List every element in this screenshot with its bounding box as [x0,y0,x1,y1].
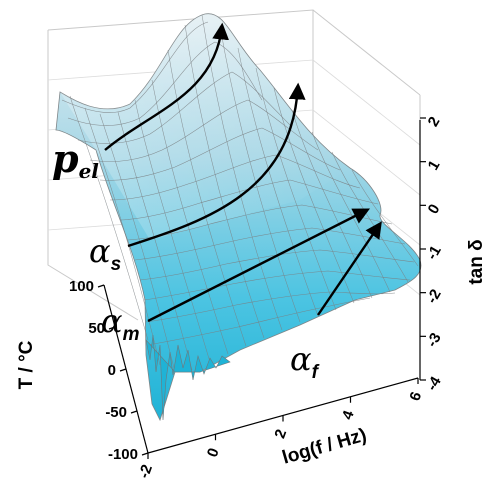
f-tick-label: -2 [136,462,157,478]
t-tick-label: 0 [108,362,116,379]
z-tick-label: 2 [425,114,444,130]
label-alpha-m: αm [101,302,140,345]
top-back-edge [312,9,421,96]
f-tick-label: 4 [339,408,358,422]
z-tick-label: -3 [423,330,444,350]
label-p-el-base: p [52,136,79,181]
surface-spikes [145,334,231,421]
label-alpha-f-sub: f [312,362,320,383]
z-tick-label: -4 [423,373,445,394]
t-axis-title: T / °C [16,340,37,389]
z-axis-title: tan δ [466,239,487,284]
label-p-el-sub: el [79,159,100,183]
surface-sheen [60,13,350,240]
f-axis-title: log(f / Hz) [280,425,369,469]
label-alpha-s-sub: s [111,254,122,275]
z-tick-label: 1 [425,158,444,174]
arrow-alpha-f [317,221,382,316]
t-tick-label: 100 [69,278,94,295]
t-tick-label: -100 [108,446,138,463]
t-tick-mark [130,410,138,414]
f-tick-label: 6 [406,390,425,404]
f-tick-label: 0 [204,446,223,460]
surface-mesh-temperature [69,14,419,373]
arrow-alpha-s [127,82,306,248]
label-alpha-s-base: α [89,232,111,270]
t-tick-mark [119,368,127,372]
label-alpha-m-base: α [101,302,123,340]
t-tick-mark [141,452,149,456]
label-alpha-s: αs [89,232,121,275]
f-tick-label: 2 [271,427,290,441]
label-alpha-f: αf [290,340,320,383]
arrow-p-el [104,22,229,151]
f-axis-ticks: -2 0 2 4 6 [136,378,425,478]
t-tick-label: 50 [88,320,105,337]
label-alpha-f-base: α [290,340,312,378]
z-tick-label: 0 [425,201,444,217]
t-tick-mark [97,284,105,288]
z-tick-label: -1 [423,243,444,263]
z-axis-ticks: -4 -3 -2 -1 0 1 2 [420,114,445,394]
t-tick-mark [108,326,116,330]
arrow-alpha-m [147,208,370,323]
t-tick-label: -50 [105,404,127,421]
annotation-arrows [104,22,382,323]
label-p-el: pel [52,136,99,183]
t-axis-ticks: -100 -50 0 50 100 [69,278,149,463]
z-tick-label: -2 [423,286,444,306]
label-alpha-m-sub: m [123,324,140,345]
